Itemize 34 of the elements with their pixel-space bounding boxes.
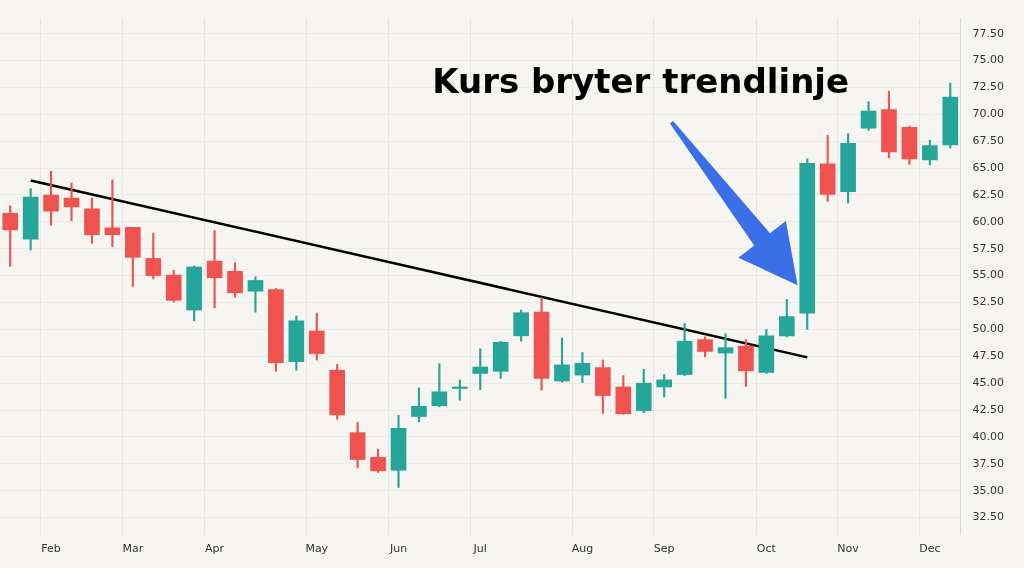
y-tick-label: 52.50 (972, 295, 1005, 309)
x-tick-label: Jul (472, 542, 487, 556)
y-tick-label: 32.50 (972, 510, 1005, 524)
candlestick (717, 333, 734, 399)
x-tick-label: Nov (837, 542, 860, 556)
y-tick-label: 37.50 (972, 456, 1005, 470)
x-tick-label: Aug (571, 542, 594, 556)
x-tick-label: Jun (388, 542, 408, 556)
candlestick (247, 276, 264, 313)
y-tick-label: 77.50 (972, 26, 1005, 40)
x-tick-label: May (305, 542, 329, 556)
x-tick-label: Feb (41, 542, 61, 556)
y-tick-label: 55.00 (972, 268, 1005, 282)
x-tick-label: Sep (653, 542, 675, 556)
y-tick-label: 50.00 (972, 322, 1005, 336)
y-tick-label: 35.00 (972, 483, 1005, 497)
y-tick-label: 42.50 (972, 402, 1005, 416)
y-tick-label: 72.50 (972, 80, 1005, 94)
y-tick-label: 60.00 (972, 214, 1005, 228)
y-tick-label: 57.50 (972, 241, 1005, 255)
y-tick-label: 75.00 (972, 53, 1005, 67)
y-tick-label: 62.50 (972, 187, 1005, 201)
y-tick-label: 70.00 (972, 107, 1005, 121)
annotation: Kurs bryter trendlinje (432, 61, 850, 102)
y-tick-label: 40.00 (972, 429, 1005, 443)
x-tick-label: Mar (122, 542, 144, 556)
y-tick-label: 47.50 (972, 349, 1005, 363)
y-tick-label: 67.50 (972, 134, 1005, 148)
x-tick-label: Oct (756, 542, 777, 556)
y-tick-label: 45.00 (972, 376, 1005, 390)
candlestick (63, 182, 80, 222)
x-tick-label: Apr (205, 542, 225, 556)
x-tick-label: Dec (919, 542, 941, 556)
y-tick-label: 65.00 (972, 160, 1005, 174)
